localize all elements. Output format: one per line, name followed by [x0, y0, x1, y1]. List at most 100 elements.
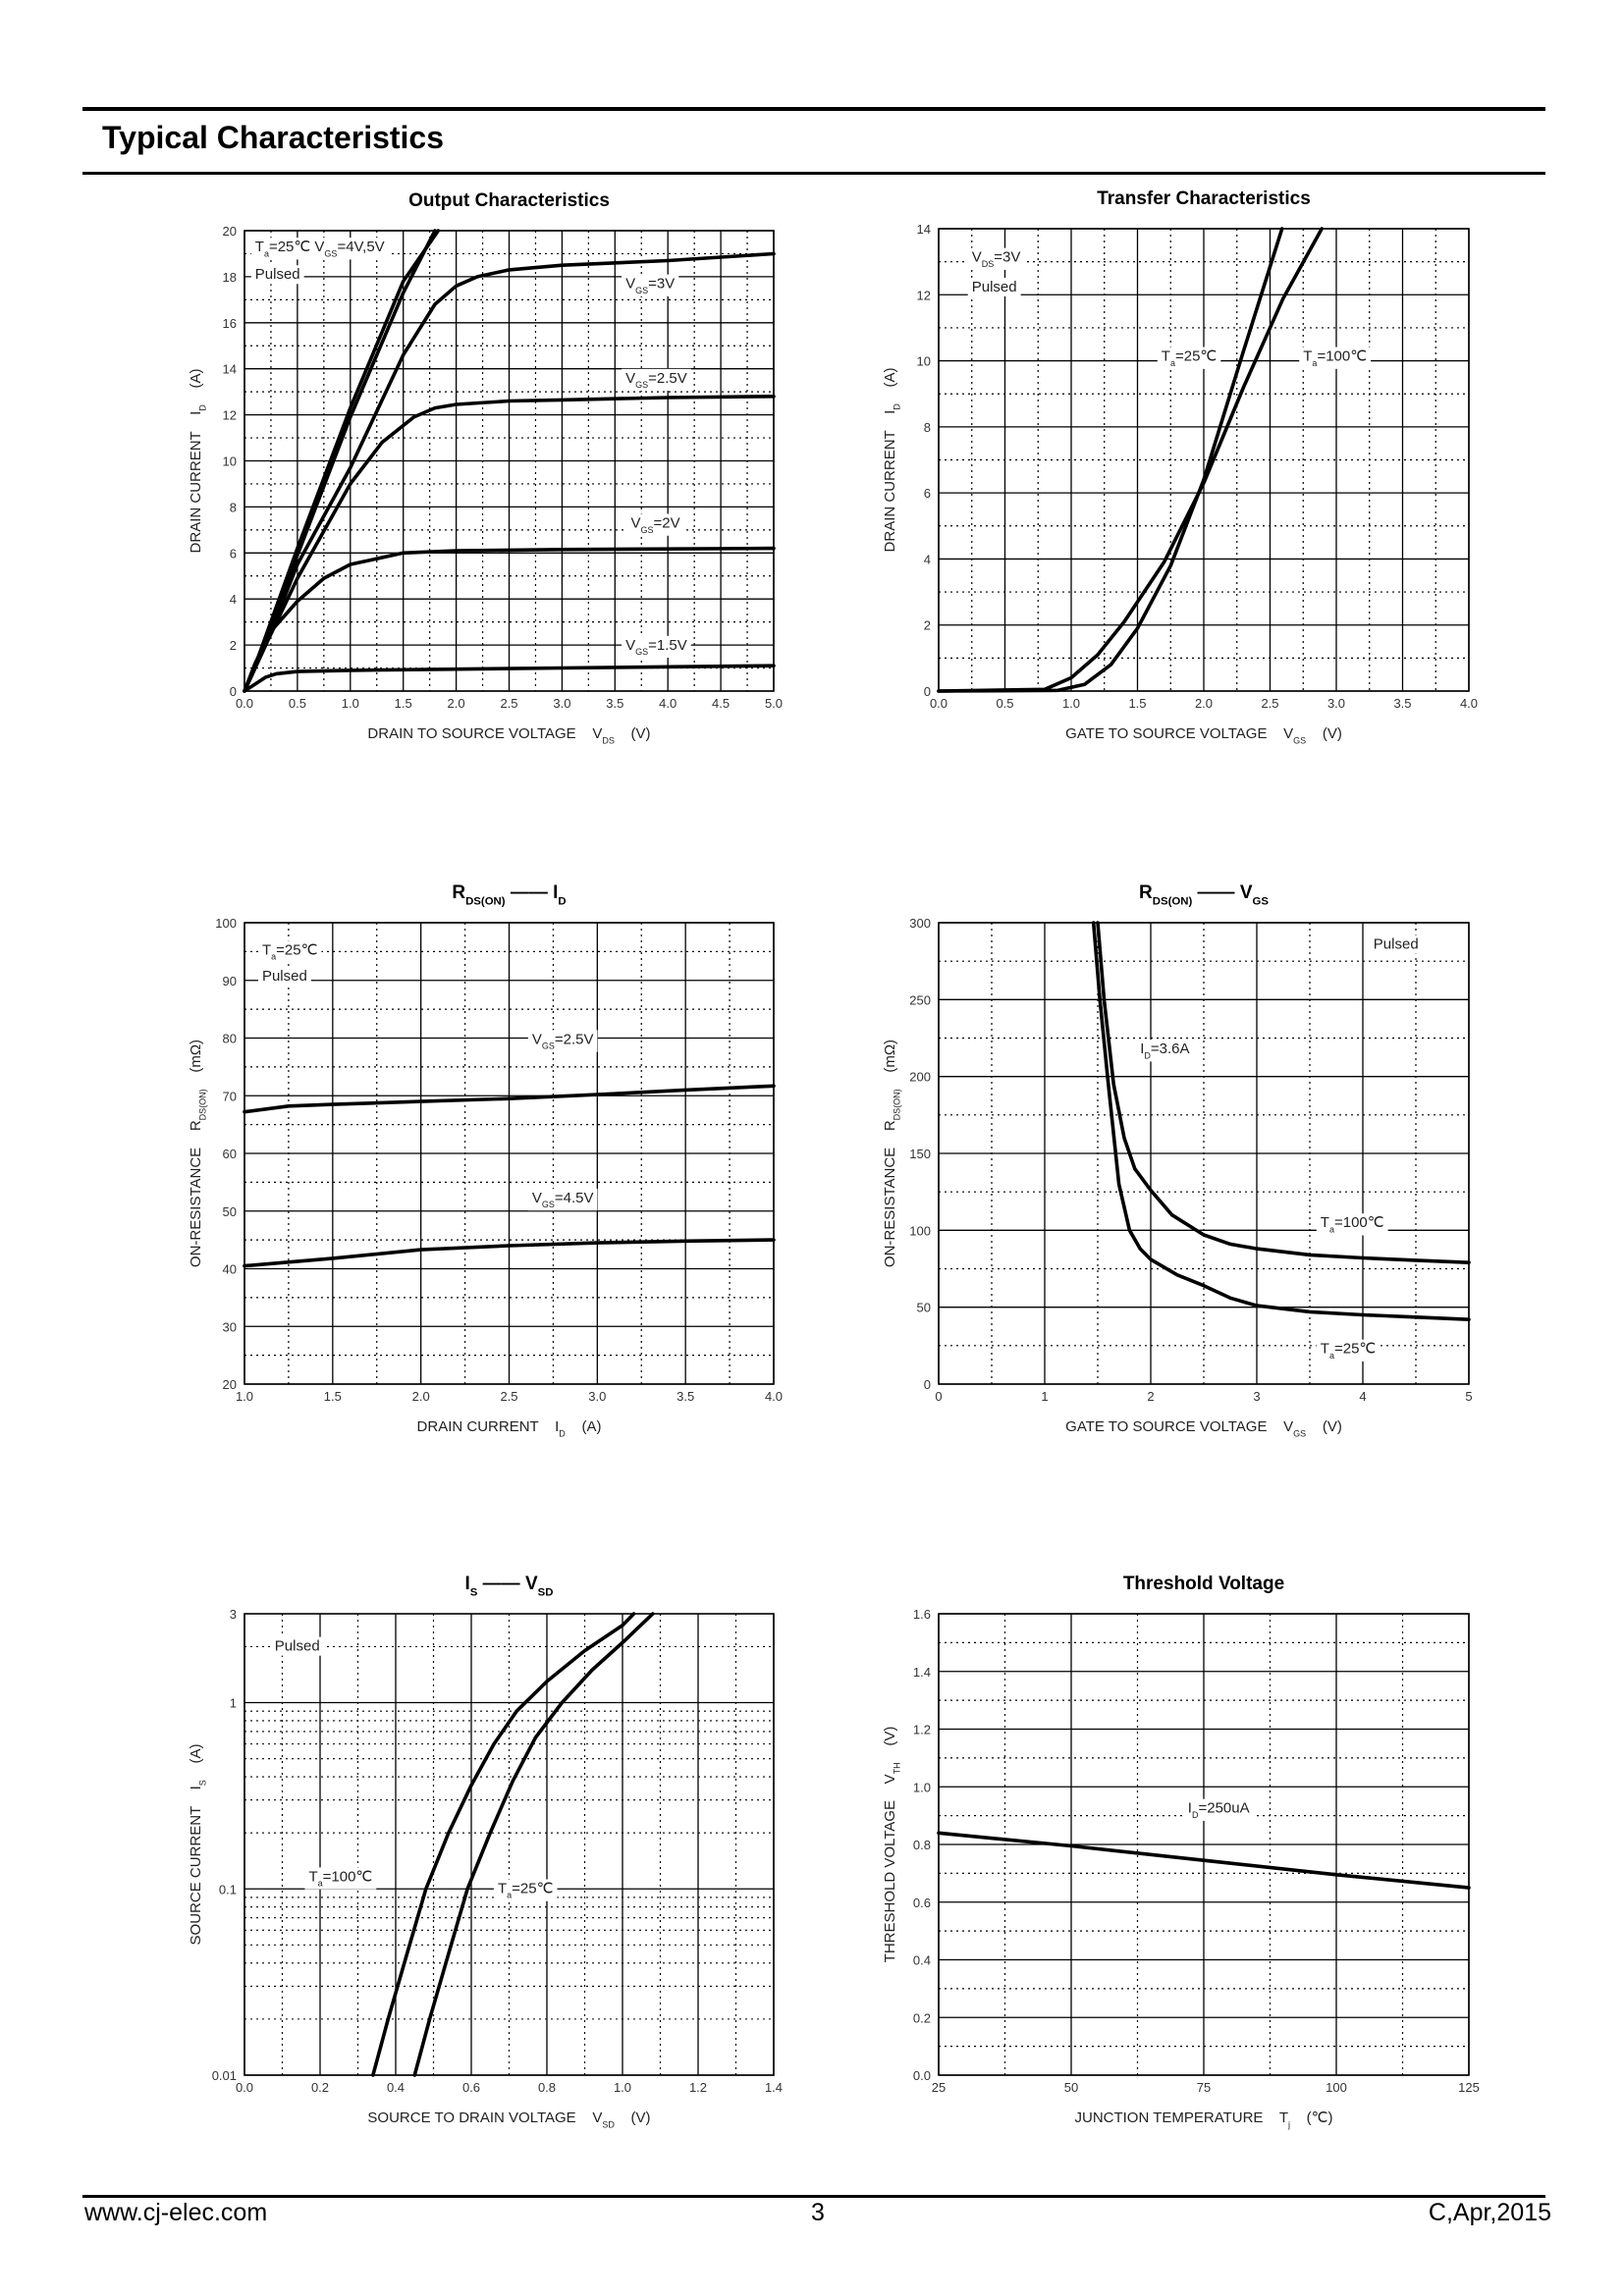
series-line	[1096, 921, 1471, 1264]
annotation-label: ID=250uA	[1188, 1800, 1250, 1820]
annotation-background	[527, 1188, 598, 1211]
subscript: DS	[982, 259, 995, 269]
x-tick-label: 4.0	[765, 1389, 783, 1404]
x-tick-label: 2	[1147, 1389, 1154, 1404]
text-part: =2.5V	[648, 370, 687, 387]
x-tick-label: 2.5	[500, 696, 517, 711]
text-part: ON-RESISTANCE R	[188, 1120, 204, 1267]
text-part: Pulsed	[275, 1638, 320, 1655]
annotation-label: Pulsed	[255, 266, 300, 283]
x-tick-label: 0.8	[538, 2080, 556, 2095]
text-part: THRESHOLD VOLTAGE V	[882, 1774, 898, 1962]
text-part: (mΩ)	[188, 1040, 204, 1089]
subscript: D	[1192, 1810, 1199, 1820]
y-tick-label: 2	[924, 618, 931, 633]
x-tick-label: 2.5	[1261, 696, 1278, 711]
annotation-background	[250, 265, 304, 285]
y-tick-label: 20	[223, 224, 237, 239]
subscript: a	[1170, 358, 1175, 368]
x-tick-label: 4.0	[1460, 696, 1478, 711]
series-line	[243, 1238, 776, 1268]
x-tick-label: 1.2	[689, 2080, 707, 2095]
text-part: T	[262, 941, 271, 958]
annotation-label: Pulsed	[275, 1638, 320, 1655]
y-tick-label: 4	[924, 552, 931, 566]
y-tick-label: 80	[223, 1032, 237, 1046]
y-tick-label: 0.01	[212, 2068, 237, 2083]
y-tick-label: 90	[223, 974, 237, 988]
annotation-background	[1299, 347, 1372, 369]
subscript: GS	[635, 647, 648, 657]
text-part: SOURCE CURRENT I	[188, 1786, 204, 1945]
annotation-background	[493, 1879, 558, 1901]
x-tick-label: 1.0	[614, 2080, 631, 2095]
text-part: R	[1139, 882, 1153, 903]
x-tick-label: 50	[1064, 2080, 1078, 2095]
y-tick-label: 0.8	[913, 1838, 931, 1852]
y-tick-label: 1.2	[913, 1723, 931, 1737]
text-part: =100℃	[1317, 348, 1367, 365]
x-tick-label: 2.0	[1195, 696, 1213, 711]
subscript: GS	[635, 286, 648, 295]
text-part: T	[1321, 1214, 1329, 1231]
series-line	[371, 1612, 636, 2077]
footer-revision: C,Apr,2015	[1428, 2199, 1551, 2226]
annotation-background	[304, 1867, 377, 1890]
y-axis-label: DRAIN CURRENT ID (A)	[188, 369, 207, 554]
grid	[244, 922, 775, 1385]
y-tick-label: 12	[917, 288, 931, 302]
text-part: Pulsed	[1374, 936, 1419, 953]
text-part: Transfer Characteristics	[1097, 188, 1311, 209]
series-line	[937, 1831, 1471, 1890]
text-part: I	[465, 1574, 470, 1594]
subscript: D	[197, 404, 207, 411]
x-axis-label: GATE TO SOURCE VOLTAGE VGS (V)	[1065, 725, 1342, 745]
annotation-background	[967, 277, 1021, 296]
x-tick-label: 0.2	[311, 2080, 329, 2095]
header-bottom-rule	[82, 172, 1545, 175]
x-tick-label: 0.4	[387, 2080, 405, 2095]
x-tick-label: 0.5	[996, 696, 1013, 711]
y-tick-label: 16	[223, 316, 237, 331]
chart-6: 25 50 75 100 125 0.0 0.2 0.4 0.6 0.8 1.0 1.2 1.4 1.6 I…	[882, 1574, 1480, 2129]
text-part: T	[1321, 1341, 1329, 1358]
x-tick-label: 1.5	[395, 696, 412, 711]
text-part: =3V	[648, 276, 675, 293]
text-part: V	[972, 249, 982, 266]
plot-frame	[244, 922, 775, 1385]
text-part: I	[1188, 1800, 1192, 1817]
text-part: GATE TO SOURCE VOLTAGE V	[1065, 725, 1293, 742]
text-part: SOURCE TO DRAIN VOLTAGE V	[367, 2109, 602, 2126]
subscript: DS	[602, 735, 615, 745]
text-part: GATE TO SOURCE VOLTAGE V	[1065, 1418, 1293, 1435]
footer-website[interactable]: www.cj-elec.com	[84, 2199, 268, 2226]
subscript: a	[1329, 1351, 1334, 1361]
y-tick-label: 70	[223, 1089, 237, 1103]
y-tick-label: 30	[223, 1319, 237, 1334]
y-axis-label: ON-RESISTANCE RDS(ON) (mΩ)	[882, 1040, 901, 1267]
text-part: =1.5V	[648, 637, 687, 654]
y-tick-label: 1	[230, 1696, 237, 1711]
text-part: Threshold Voltage	[1123, 1574, 1284, 1594]
grid	[244, 230, 775, 692]
text-part: T	[255, 239, 264, 255]
text-part: T	[1303, 348, 1312, 365]
subscript: a	[264, 248, 269, 258]
text-part: (V)	[615, 725, 651, 742]
x-axis-label: SOURCE TO DRAIN VOLTAGE VSD (V)	[367, 2109, 650, 2129]
series-line	[412, 1612, 655, 2077]
x-tick-label: 3.5	[1393, 696, 1411, 711]
chart-5: 0.0 0.2 0.4 0.6 0.8 1.0 1.2 1.4 0.01 0.1 1 3 Pulsed T…	[188, 1574, 783, 2129]
page-title: Typical Characteristics	[102, 120, 445, 155]
text-part: JUNCTION TEMPERATURE T	[1074, 2109, 1288, 2126]
text-part: Output Characteristics	[408, 190, 610, 211]
y-tick-label: 18	[223, 270, 237, 285]
y-tick-label: 150	[909, 1147, 931, 1161]
subscript: a	[318, 1879, 323, 1889]
chart-title: Transfer Characteristics	[1097, 188, 1311, 209]
y-tick-label: 40	[223, 1262, 237, 1277]
plot-frame	[938, 1613, 1470, 2076]
subscript: DS(ON)	[465, 896, 506, 908]
subscript: DS(ON)	[1153, 896, 1193, 908]
subscript: S	[470, 1587, 478, 1599]
